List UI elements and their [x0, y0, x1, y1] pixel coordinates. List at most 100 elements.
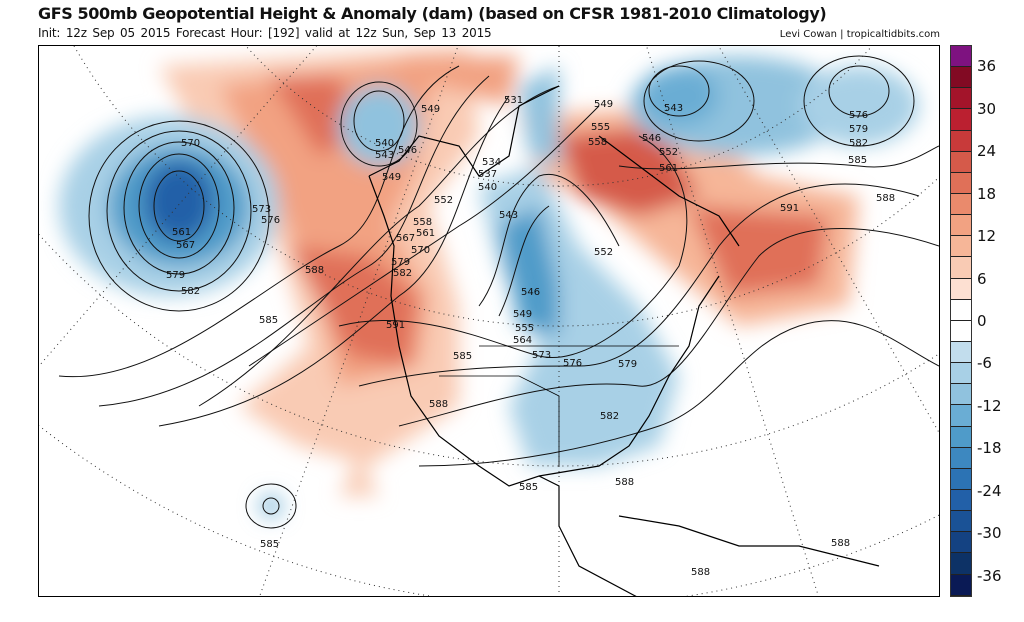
svg-text:543: 543	[664, 103, 683, 114]
anomaly-colorbar	[950, 45, 972, 597]
svg-text:549: 549	[382, 172, 401, 183]
colorbar-bin	[951, 511, 971, 533]
svg-text:579: 579	[849, 124, 868, 135]
svg-text:573: 573	[252, 204, 271, 215]
svg-text:588: 588	[876, 193, 895, 204]
colorbar-bin	[951, 109, 971, 131]
svg-text:546: 546	[398, 145, 417, 156]
svg-text:561: 561	[172, 227, 191, 238]
svg-text:543: 543	[375, 150, 394, 161]
svg-text:531: 531	[504, 95, 523, 106]
colorbar-label: 24	[977, 142, 997, 161]
colorbar-label: -30	[977, 524, 1002, 543]
svg-text:540: 540	[375, 138, 394, 149]
colorbar-bin	[951, 67, 971, 89]
colorbar-bin	[951, 405, 971, 427]
svg-text:552: 552	[434, 195, 453, 206]
colorbar-bin	[951, 88, 971, 110]
colorbar-bin	[951, 553, 971, 575]
colorbar-bin	[951, 215, 971, 237]
colorbar-bin	[951, 172, 971, 194]
svg-text:552: 552	[659, 147, 678, 158]
colorbar-bin	[951, 278, 971, 300]
svg-text:582: 582	[600, 411, 619, 422]
svg-text:567: 567	[176, 240, 195, 251]
colorbar-label: -36	[977, 566, 1002, 585]
colorbar-bin	[951, 447, 971, 469]
svg-text:570: 570	[181, 138, 200, 149]
svg-text:549: 549	[421, 104, 440, 115]
colorbar-label: 12	[977, 227, 997, 246]
svg-text:555: 555	[591, 122, 610, 133]
colorbar-bin	[951, 426, 971, 448]
svg-text:579: 579	[391, 257, 410, 268]
svg-text:576: 576	[849, 110, 868, 121]
height-anomaly-map: 570 561 567 579 582 573 576 588 585 591 …	[39, 46, 939, 596]
svg-text:561: 561	[416, 228, 435, 239]
svg-text:534: 534	[482, 157, 501, 168]
colorbar-bin	[951, 489, 971, 512]
svg-text:585: 585	[519, 482, 538, 493]
colorbar-label: -18	[977, 439, 1002, 458]
svg-text:588: 588	[429, 399, 448, 410]
colorbar-bin	[951, 574, 971, 596]
colorbar-label: -24	[977, 481, 1002, 500]
colorbar-bin	[951, 193, 971, 216]
svg-text:555: 555	[515, 323, 534, 334]
svg-text:540: 540	[478, 182, 497, 193]
map-title: GFS 500mb Geopotential Height & Anomaly …	[38, 4, 827, 23]
svg-text:588: 588	[831, 538, 850, 549]
colorbar-bin	[951, 384, 971, 406]
map-subtitle: Init: 12z Sep 05 2015 Forecast Hour: [19…	[38, 26, 492, 40]
svg-text:585: 585	[259, 315, 278, 326]
svg-text:579: 579	[166, 270, 185, 281]
colorbar-bin	[951, 130, 971, 152]
svg-text:543: 543	[499, 210, 518, 221]
graticule	[39, 46, 939, 596]
svg-text:582: 582	[849, 138, 868, 149]
svg-text:564: 564	[513, 335, 532, 346]
colorbar-bin	[951, 46, 971, 68]
svg-text:588: 588	[691, 567, 710, 578]
colorbar-label: 0	[977, 312, 987, 330]
colorbar-label: 30	[977, 99, 997, 118]
colorbar-bin	[951, 236, 971, 258]
map-panel: 570 561 567 579 582 573 576 588 585 591 …	[38, 45, 940, 597]
svg-text:567: 567	[396, 233, 415, 244]
svg-text:558: 558	[588, 137, 607, 148]
svg-text:558: 558	[413, 217, 432, 228]
svg-text:579: 579	[618, 359, 637, 370]
contour-labels: 570 561 567 579 582 573 576 588 585 591 …	[166, 95, 895, 578]
svg-text:552: 552	[594, 247, 613, 258]
svg-text:537: 537	[478, 169, 497, 180]
svg-text:561: 561	[659, 163, 678, 174]
colorbar-bin	[951, 341, 971, 364]
svg-text:588: 588	[305, 265, 324, 276]
colorbar-bin	[951, 151, 971, 173]
svg-text:582: 582	[181, 286, 200, 297]
svg-text:582: 582	[393, 268, 412, 279]
colorbar-bin	[951, 257, 971, 279]
coastlines	[368, 85, 880, 596]
svg-text:585: 585	[453, 351, 472, 362]
colorbar-bin	[951, 532, 971, 554]
colorbar-bin	[951, 320, 971, 342]
height-contours	[58, 55, 939, 529]
colorbar-label: 6	[977, 269, 987, 288]
colorbar-bin	[951, 363, 971, 385]
svg-text:576: 576	[261, 215, 280, 226]
svg-text:573: 573	[532, 350, 551, 361]
svg-text:549: 549	[594, 99, 613, 110]
colorbar-label: -6	[977, 354, 992, 373]
svg-text:588: 588	[615, 477, 634, 488]
svg-text:591: 591	[780, 203, 799, 214]
colorbar-label: 36	[977, 57, 997, 76]
colorbar-bin	[951, 299, 971, 321]
colorbar-bin	[951, 468, 971, 490]
anomaly-shading	[59, 46, 919, 518]
svg-text:549: 549	[513, 309, 532, 320]
svg-text:546: 546	[521, 287, 540, 298]
svg-text:585: 585	[260, 539, 279, 550]
svg-text:585: 585	[848, 155, 867, 166]
svg-text:576: 576	[563, 358, 582, 369]
